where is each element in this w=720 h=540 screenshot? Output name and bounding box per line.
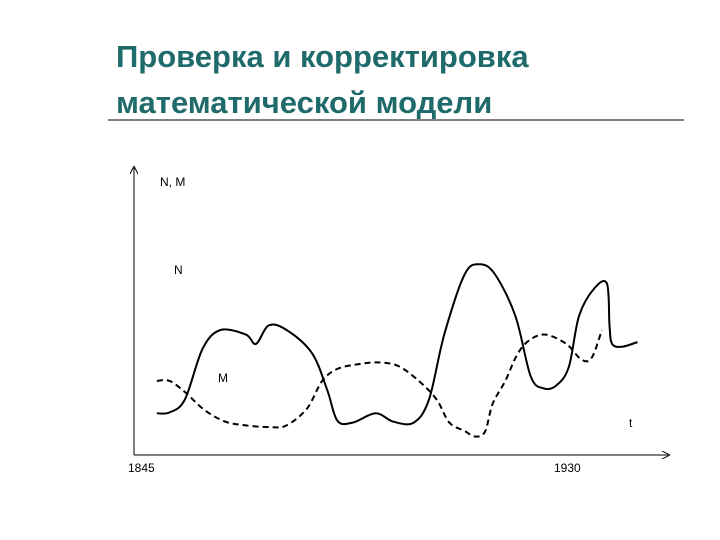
- y-axis-label: N, M: [160, 175, 185, 189]
- slide-title-line-2: математической модели: [116, 85, 493, 120]
- series-label-n: N: [174, 263, 183, 277]
- series-layer: [156, 263, 638, 438]
- x-tick-label-1845: 1845: [128, 461, 155, 475]
- slide-title-line-1: Проверка и корректировка: [116, 39, 529, 74]
- x-tick-label-1930: 1930: [554, 461, 581, 475]
- slide-title: Проверка и корректировка математической …: [116, 34, 696, 126]
- title-divider: [108, 119, 684, 121]
- x-axis-label: t: [629, 416, 633, 430]
- series-line-n: [156, 263, 638, 426]
- series-label-m: M: [218, 371, 228, 385]
- series-line-m: [156, 329, 603, 438]
